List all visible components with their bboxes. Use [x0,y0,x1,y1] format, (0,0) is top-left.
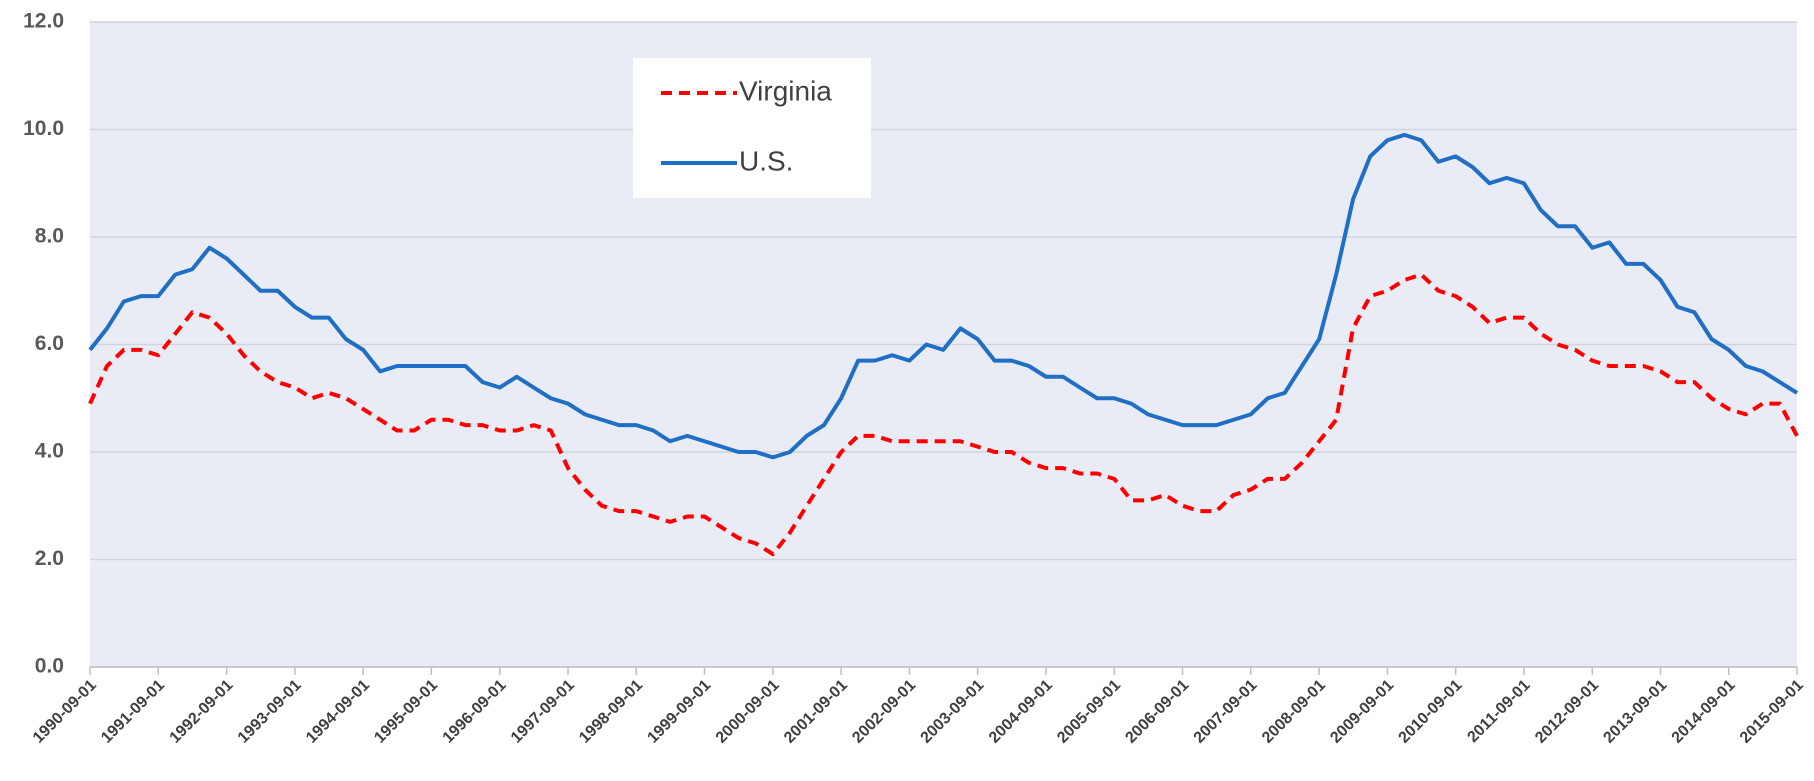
x-tick-label: 2002-09-01 [849,677,919,747]
x-tick-label: 2001-09-01 [781,677,851,747]
x-tick-label: 2006-09-01 [1122,677,1192,747]
y-tick-label: 10.0 [23,117,64,140]
x-tick-label: 2015-09-01 [1737,677,1807,747]
x-tick-label: 2011-09-01 [1464,677,1533,746]
series-line [88,132,1799,460]
x-tick-label: 1997-09-01 [508,677,578,747]
x-tick-label: 2012-09-01 [1532,677,1602,747]
x-tick-label: 2014-09-01 [1669,677,1739,747]
x-tick-label: 1992-09-01 [167,677,237,747]
y-tick-label: 0.0 [35,655,64,678]
x-tick-label: 2008-09-01 [1259,677,1329,747]
legend-label: Virginia [739,75,832,106]
x-tick-label: 1990-09-01 [30,677,100,747]
x-tick-label: 2003-09-01 [918,677,988,747]
legend-box [633,58,871,198]
x-tick-label: 1999-09-01 [644,677,714,747]
y-tick-label: 6.0 [35,332,64,355]
x-tick-label: 1991-09-01 [98,677,168,747]
x-tick-label: 2005-09-01 [1054,677,1124,747]
x-tick-label: 2000-09-01 [713,677,783,747]
x-tick-label: 1993-09-01 [235,677,305,747]
y-tick-label: 4.0 [35,440,64,463]
x-tick-label: 1998-09-01 [576,677,646,747]
x-tick-label: 1995-09-01 [371,677,441,747]
x-tick-label: 2013-09-01 [1600,677,1670,747]
y-tick-label: 8.0 [35,225,64,248]
x-tick-label: 2010-09-01 [1396,677,1466,747]
y-tick-label: 12.0 [23,10,64,33]
y-tick-label: 2.0 [35,547,64,570]
x-tick-label: 2009-09-01 [1327,677,1397,747]
x-tick-label: 2004-09-01 [986,677,1056,747]
legend-label: U.S. [739,145,793,176]
x-tick-label: 2007-09-01 [1191,677,1261,747]
series-line [88,272,1799,557]
x-tick-label: 1994-09-01 [303,677,373,747]
x-tick-label: 1996-09-01 [440,677,510,747]
